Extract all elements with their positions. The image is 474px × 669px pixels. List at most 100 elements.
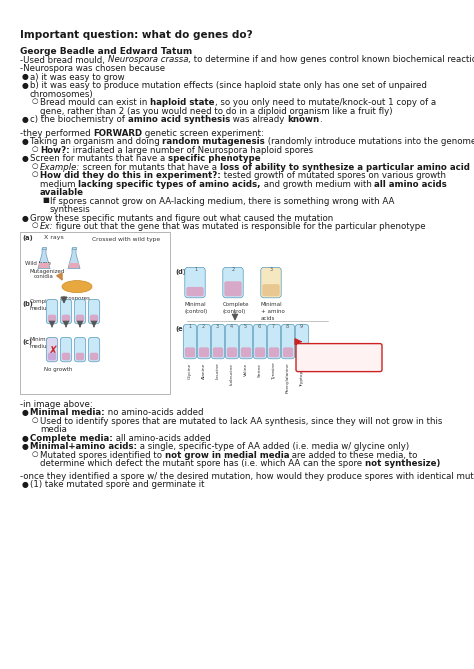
Text: -in image above:: -in image above:: [20, 399, 93, 409]
Text: no amino-acids added: no amino-acids added: [105, 408, 203, 417]
Text: amino acid synthesis: amino acid synthesis: [128, 115, 230, 124]
FancyBboxPatch shape: [60, 337, 72, 362]
FancyBboxPatch shape: [225, 324, 239, 359]
Text: (d): (d): [175, 268, 186, 274]
Text: + amino: + amino: [261, 308, 285, 314]
FancyBboxPatch shape: [281, 324, 295, 359]
Ellipse shape: [62, 280, 92, 292]
Polygon shape: [38, 249, 50, 268]
Text: ●: ●: [22, 213, 29, 223]
Text: 3: 3: [216, 324, 219, 328]
Text: determine which defect the mutant spore has (i.e. which AA can the spore: determine which defect the mutant spore …: [40, 459, 365, 468]
Text: (b): (b): [22, 300, 33, 306]
Text: ○: ○: [32, 146, 38, 152]
Text: Minimal: Minimal: [185, 302, 207, 306]
FancyBboxPatch shape: [62, 353, 70, 361]
Text: 7: 7: [272, 324, 275, 328]
Text: ●: ●: [22, 408, 29, 417]
FancyBboxPatch shape: [269, 347, 279, 357]
FancyBboxPatch shape: [60, 300, 72, 324]
Text: lacking specific types of amino acids,: lacking specific types of amino acids,: [78, 179, 261, 189]
Text: are added to these media, to: are added to these media, to: [289, 451, 418, 460]
Text: 3: 3: [270, 267, 273, 272]
Text: Glycine: Glycine: [188, 363, 192, 379]
Text: available: available: [40, 188, 84, 197]
Text: 6: 6: [258, 324, 261, 328]
Text: (c): (c): [22, 339, 32, 345]
Text: ○: ○: [32, 98, 38, 104]
FancyBboxPatch shape: [90, 314, 98, 322]
Text: medium: medium: [30, 306, 53, 310]
Text: ○: ○: [32, 163, 38, 169]
Text: genetic screen experiment:: genetic screen experiment:: [143, 128, 264, 138]
Text: not synthesize): not synthesize): [365, 459, 440, 468]
Text: (control): (control): [185, 308, 208, 314]
Text: conidia: conidia: [34, 274, 54, 278]
Text: Minimal: Minimal: [30, 337, 52, 342]
FancyBboxPatch shape: [74, 300, 86, 324]
FancyBboxPatch shape: [48, 314, 56, 322]
Text: (e): (e): [175, 326, 186, 332]
Text: How did they do this in experiment?:: How did they do this in experiment?:: [40, 171, 221, 180]
FancyBboxPatch shape: [223, 268, 243, 298]
FancyBboxPatch shape: [253, 324, 267, 359]
Text: Tyrosine: Tyrosine: [272, 363, 276, 381]
Text: irradiated a large number of Neurospora haploid spores: irradiated a large number of Neurospora …: [70, 146, 313, 155]
Text: 2: 2: [232, 267, 235, 272]
Text: gene, rather than 2 (as you would need to do in a diploid organism like a fruit : gene, rather than 2 (as you would need t…: [40, 106, 392, 116]
Text: 4: 4: [230, 324, 233, 328]
Text: If spores cannot grow on AA-lacking medium, there is something wrong with AA: If spores cannot grow on AA-lacking medi…: [50, 197, 394, 205]
Text: Wild type: Wild type: [25, 261, 51, 266]
Text: acids: acids: [261, 316, 275, 320]
Text: ○: ○: [32, 222, 38, 228]
Polygon shape: [39, 263, 49, 268]
Text: ●: ●: [22, 115, 29, 124]
Text: 8: 8: [286, 324, 289, 328]
Bar: [72, 247, 76, 249]
FancyBboxPatch shape: [197, 324, 211, 359]
Text: Complete: Complete: [30, 298, 56, 304]
Text: 1: 1: [188, 324, 191, 328]
FancyBboxPatch shape: [185, 347, 195, 357]
Text: ○: ○: [32, 451, 38, 457]
Text: , so you only need to mutate/knock-out 1 copy of a: , so you only need to mutate/knock-out 1…: [215, 98, 436, 107]
Text: (a): (a): [22, 235, 33, 241]
Text: ●: ●: [22, 154, 29, 163]
Bar: [42, 247, 46, 249]
Text: (1) take mutated spore and germinate it: (1) take mutated spore and germinate it: [30, 480, 204, 489]
FancyBboxPatch shape: [227, 347, 237, 357]
Text: loss of ability to synthesize a particular amino acid: loss of ability to synthesize a particul…: [220, 163, 470, 172]
Text: ●: ●: [22, 81, 29, 90]
Text: Minimal medium: Minimal medium: [301, 351, 354, 356]
FancyBboxPatch shape: [295, 324, 309, 359]
Text: ■: ■: [42, 197, 49, 203]
Text: b) it was easy to produce mutation effects (since haploid state only has one set: b) it was easy to produce mutation effec…: [30, 81, 427, 90]
FancyBboxPatch shape: [186, 287, 204, 296]
Text: Neurospora crassa,: Neurospora crassa,: [108, 56, 191, 64]
Text: Complete media:: Complete media:: [30, 434, 113, 443]
Text: haploid state: haploid state: [150, 98, 215, 107]
Text: media: media: [40, 425, 67, 434]
FancyBboxPatch shape: [255, 347, 265, 357]
Text: Complete: Complete: [223, 302, 249, 306]
Text: -Used bread mould,: -Used bread mould,: [20, 56, 108, 64]
Text: not grow in medial media: not grow in medial media: [165, 451, 289, 460]
Text: all amino-acids added: all amino-acids added: [113, 434, 210, 443]
Text: specific phenotype: specific phenotype: [168, 154, 261, 163]
Text: Serine: Serine: [258, 363, 262, 377]
Text: Ex:: Ex:: [40, 222, 54, 231]
Text: the amino acid indicated: the amino acid indicated: [301, 359, 376, 363]
Text: ○: ○: [32, 171, 38, 177]
FancyBboxPatch shape: [199, 347, 209, 357]
Text: .: .: [319, 115, 322, 124]
FancyBboxPatch shape: [267, 324, 281, 359]
Text: Bread mould can exist in: Bread mould can exist in: [40, 98, 150, 107]
Text: Example:: Example:: [40, 163, 80, 172]
Polygon shape: [68, 249, 80, 268]
Text: Crossed with wild type: Crossed with wild type: [92, 237, 160, 242]
FancyBboxPatch shape: [46, 337, 58, 362]
Text: screen for mutants that have a: screen for mutants that have a: [80, 163, 220, 172]
Text: How?:: How?:: [40, 146, 70, 155]
Text: Isoleucine: Isoleucine: [230, 363, 234, 385]
Text: (randomly introduce mutations into the genome): (randomly introduce mutations into the g…: [265, 137, 474, 146]
